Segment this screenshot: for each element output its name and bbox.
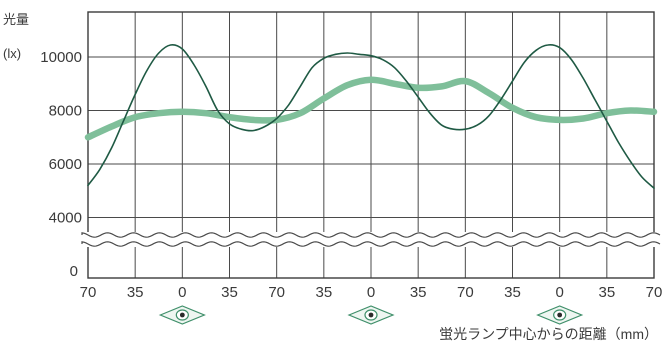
x-tick-label: 35 bbox=[221, 284, 238, 301]
x-tick-label: 70 bbox=[457, 284, 474, 301]
x-tick-label: 35 bbox=[504, 284, 521, 301]
y-tick-label: 8000 bbox=[49, 103, 82, 120]
x-tick-label: 35 bbox=[410, 284, 427, 301]
y-tick-label: 6000 bbox=[49, 156, 82, 173]
y-tick-label: 10000 bbox=[40, 49, 82, 66]
x-tick-label: 0 bbox=[555, 284, 563, 301]
x-tick-label: 0 bbox=[367, 284, 375, 301]
x-tick-label: 70 bbox=[80, 284, 97, 301]
x-tick-label: 35 bbox=[315, 284, 332, 301]
x-tick-label: 0 bbox=[178, 284, 186, 301]
x-tick-label: 70 bbox=[268, 284, 285, 301]
x-tick-label: 35 bbox=[127, 284, 144, 301]
x-axis-label: 蛍光ランプ中心からの距離（mm） bbox=[439, 326, 658, 342]
y-tick-label: 4000 bbox=[49, 210, 82, 227]
axis-break bbox=[82, 232, 660, 247]
x-tick-label: 35 bbox=[598, 284, 615, 301]
x-tick-label: 70 bbox=[646, 284, 662, 301]
y-axis-unit: (lx) bbox=[3, 46, 21, 61]
y-tick-label-zero: 0 bbox=[70, 263, 78, 280]
y-axis-label: 光量 bbox=[3, 12, 29, 27]
